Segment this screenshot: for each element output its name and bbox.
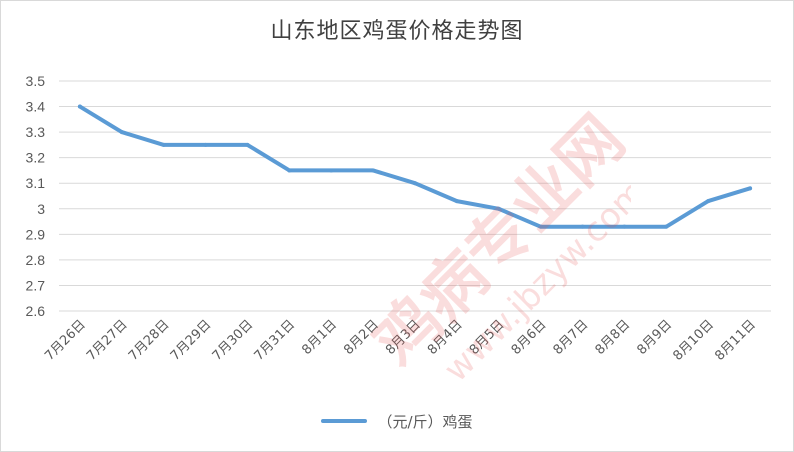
data-point	[496, 206, 501, 211]
data-point	[538, 224, 543, 229]
y-axis-ticks: 2.6 2.7 2.8 2.9 3 3.1 3.2 3.3 3.4 3.5	[26, 73, 46, 319]
data-point	[748, 186, 753, 191]
y-tick-label: 2.7	[26, 277, 46, 293]
x-tick-label: 7月27日	[84, 317, 131, 364]
data-point	[622, 224, 627, 229]
data-point	[161, 142, 166, 147]
x-tick-label: 8月7日	[551, 317, 592, 358]
data-point	[77, 104, 82, 109]
x-tick-label: 7月28日	[126, 317, 173, 364]
data-point	[245, 142, 250, 147]
x-tick-label: 8月11日	[712, 317, 759, 364]
legend-label: （元/斤）鸡蛋	[377, 412, 473, 431]
x-tick-label: 7月26日	[42, 317, 89, 364]
x-tick-label: 8月4日	[425, 317, 466, 358]
x-tick-label: 8月9日	[634, 317, 675, 358]
x-tick-label: 7月30日	[210, 317, 257, 364]
data-point	[119, 130, 124, 135]
x-tick-label: 8月2日	[341, 317, 382, 358]
data-point	[329, 168, 334, 173]
data-point	[287, 168, 292, 173]
legend: （元/斤）鸡蛋	[1, 409, 793, 433]
series-layer	[77, 104, 753, 229]
x-tick-label: 7月29日	[168, 317, 215, 364]
y-tick-label: 3.2	[26, 150, 46, 166]
y-tick-label: 3.4	[26, 99, 46, 115]
data-point	[413, 181, 417, 186]
x-tick-label: 8月10日	[670, 317, 717, 364]
data-point	[203, 142, 208, 147]
x-tick-label: 8月8日	[593, 317, 634, 358]
gridlines	[59, 80, 771, 312]
y-tick-label: 2.8	[26, 252, 46, 268]
y-tick-label: 2.9	[26, 226, 46, 242]
x-tick-label: 7月31日	[252, 317, 299, 364]
data-point	[454, 199, 459, 204]
y-tick-label: 3.1	[26, 175, 46, 191]
data-point	[664, 224, 669, 229]
y-tick-label: 3.3	[26, 124, 46, 140]
data-point	[371, 168, 376, 173]
x-tick-label: 8月3日	[383, 317, 424, 358]
chart-title: 山东地区鸡蛋价格走势图	[270, 19, 524, 44]
x-tick-label: 8月6日	[509, 317, 550, 358]
y-tick-label: 2.6	[26, 303, 46, 319]
legend-swatch	[321, 419, 368, 423]
y-tick-label: 3.5	[26, 73, 46, 89]
x-tick-label: 8月1日	[299, 317, 340, 358]
data-point	[580, 224, 585, 229]
y-tick-label: 3	[37, 201, 45, 217]
data-point	[706, 199, 711, 204]
x-tick-label: 8月5日	[467, 317, 508, 358]
